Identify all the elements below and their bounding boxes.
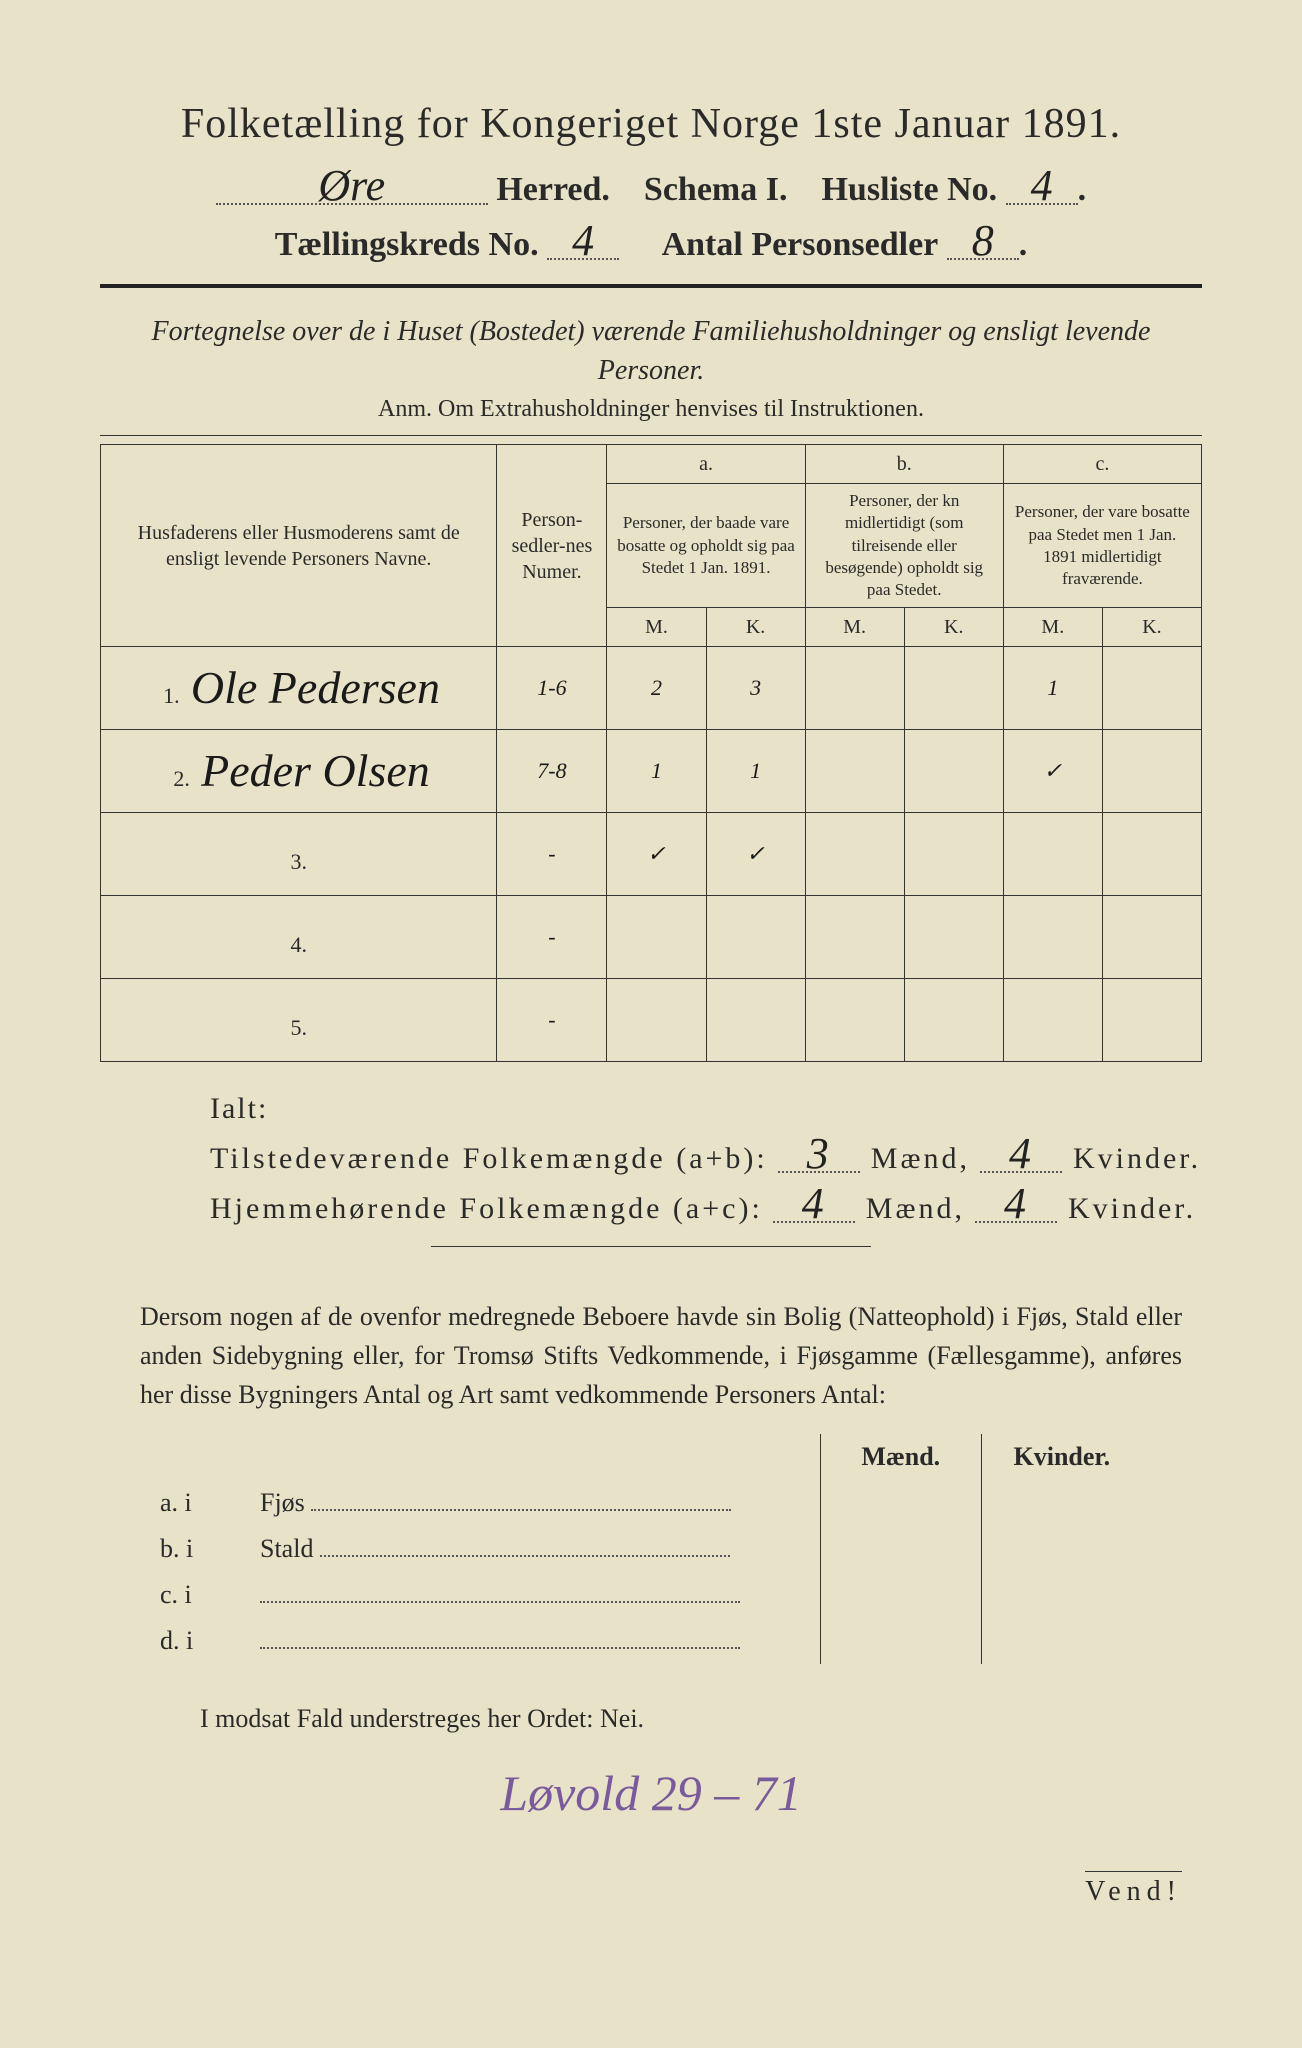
header-line-2: Øre Herred. Schema I. Husliste No. 4. bbox=[100, 168, 1202, 209]
hjemme-k: 4 bbox=[975, 1186, 1057, 1223]
herred-label: Herred. bbox=[496, 171, 610, 208]
intro-text: Fortegnelse over de i Huset (Bostedet) v… bbox=[140, 312, 1162, 390]
ob-kvinder: Kvinder. bbox=[981, 1434, 1142, 1480]
husliste-value: 4 bbox=[1006, 168, 1078, 205]
personsedler-label: Antal Personsedler bbox=[662, 226, 939, 263]
table-row: 2. Peder Olsen 7-8 1 1 ✓ bbox=[101, 729, 1202, 812]
ob-row: a. i Fjøs bbox=[150, 1480, 1142, 1526]
anm-text: Anm. Om Extrahusholdninger henvises til … bbox=[100, 396, 1202, 423]
th-cm: M. bbox=[1003, 607, 1102, 646]
ob-row: b. i Stald bbox=[150, 1526, 1142, 1572]
hjemme-m: 4 bbox=[773, 1186, 855, 1223]
herred-value: Øre bbox=[216, 168, 488, 205]
header-line-3: Tællingskreds No. 4 Antal Personsedler 8… bbox=[100, 223, 1202, 264]
th-a: Personer, der baade vare bosatte og opho… bbox=[607, 484, 805, 607]
table-row: 4. - bbox=[101, 895, 1202, 978]
schema-label: Schema I. bbox=[644, 171, 788, 208]
table-row: 1. Ole Pedersen 1-6 2 3 1 bbox=[101, 646, 1202, 729]
ob-row: d. i bbox=[150, 1618, 1142, 1664]
nei-line: I modsat Fald understreges her Ordet: Ne… bbox=[200, 1704, 1202, 1734]
bottom-handwriting: Løvold 29 – 71 bbox=[100, 1764, 1202, 1822]
table-body: 1. Ole Pedersen 1-6 2 3 1 2. Peder Olsen… bbox=[101, 646, 1202, 1061]
th-c-label: c. bbox=[1003, 445, 1201, 484]
th-am: M. bbox=[607, 607, 706, 646]
rule-1 bbox=[100, 284, 1202, 288]
rule-3 bbox=[431, 1246, 872, 1247]
outbuildings-table: Mænd. Kvinder. a. i Fjøs b. i Stald c. i… bbox=[150, 1434, 1142, 1664]
th-bm: M. bbox=[805, 607, 904, 646]
ob-row: c. i bbox=[150, 1572, 1142, 1618]
th-a-label: a. bbox=[607, 445, 805, 484]
totals-block: Ialt: Tilstedeværende Folkemængde (a+b):… bbox=[210, 1092, 1202, 1226]
ialt-label: Ialt: bbox=[210, 1092, 1202, 1126]
rule-2 bbox=[100, 435, 1202, 436]
tilstede-line: Tilstedeværende Folkemængde (a+b): 3 Mæn… bbox=[210, 1136, 1202, 1176]
husliste-label: Husliste No. bbox=[821, 171, 997, 208]
th-b: Personer, der kn midlertidigt (som tilre… bbox=[805, 484, 1003, 607]
hjemme-line: Hjemmehørende Folkemængde (a+c): 4 Mænd,… bbox=[210, 1186, 1202, 1226]
kreds-label: Tællingskreds No. bbox=[275, 226, 539, 263]
personsedler-value: 8 bbox=[947, 223, 1019, 260]
table-row: 5. - bbox=[101, 978, 1202, 1061]
th-b-label: b. bbox=[805, 445, 1003, 484]
census-form-page: Folketælling for Kongeriget Norge 1ste J… bbox=[0, 0, 1302, 2048]
main-table: Husfaderens eller Husmoderens samt de en… bbox=[100, 444, 1202, 1061]
vend-label: Vend! bbox=[1085, 1871, 1182, 1908]
th-bk: K. bbox=[904, 607, 1003, 646]
tilstede-m: 3 bbox=[778, 1136, 860, 1173]
outbuildings-paragraph: Dersom nogen af de ovenfor medregnede Be… bbox=[140, 1297, 1182, 1414]
th-c: Personer, der vare bosatte paa Stedet me… bbox=[1003, 484, 1201, 607]
th-ak: K. bbox=[706, 607, 805, 646]
kreds-value: 4 bbox=[547, 223, 619, 260]
page-title: Folketælling for Kongeriget Norge 1ste J… bbox=[100, 100, 1202, 148]
tilstede-k: 4 bbox=[980, 1136, 1062, 1173]
table-row: 3. - ✓ ✓ bbox=[101, 812, 1202, 895]
th-ck: K. bbox=[1102, 607, 1201, 646]
th-numer: Person-sedler-nes Numer. bbox=[497, 445, 607, 646]
ob-maend: Mænd. bbox=[820, 1434, 981, 1480]
th-name: Husfaderens eller Husmoderens samt de en… bbox=[101, 445, 497, 646]
